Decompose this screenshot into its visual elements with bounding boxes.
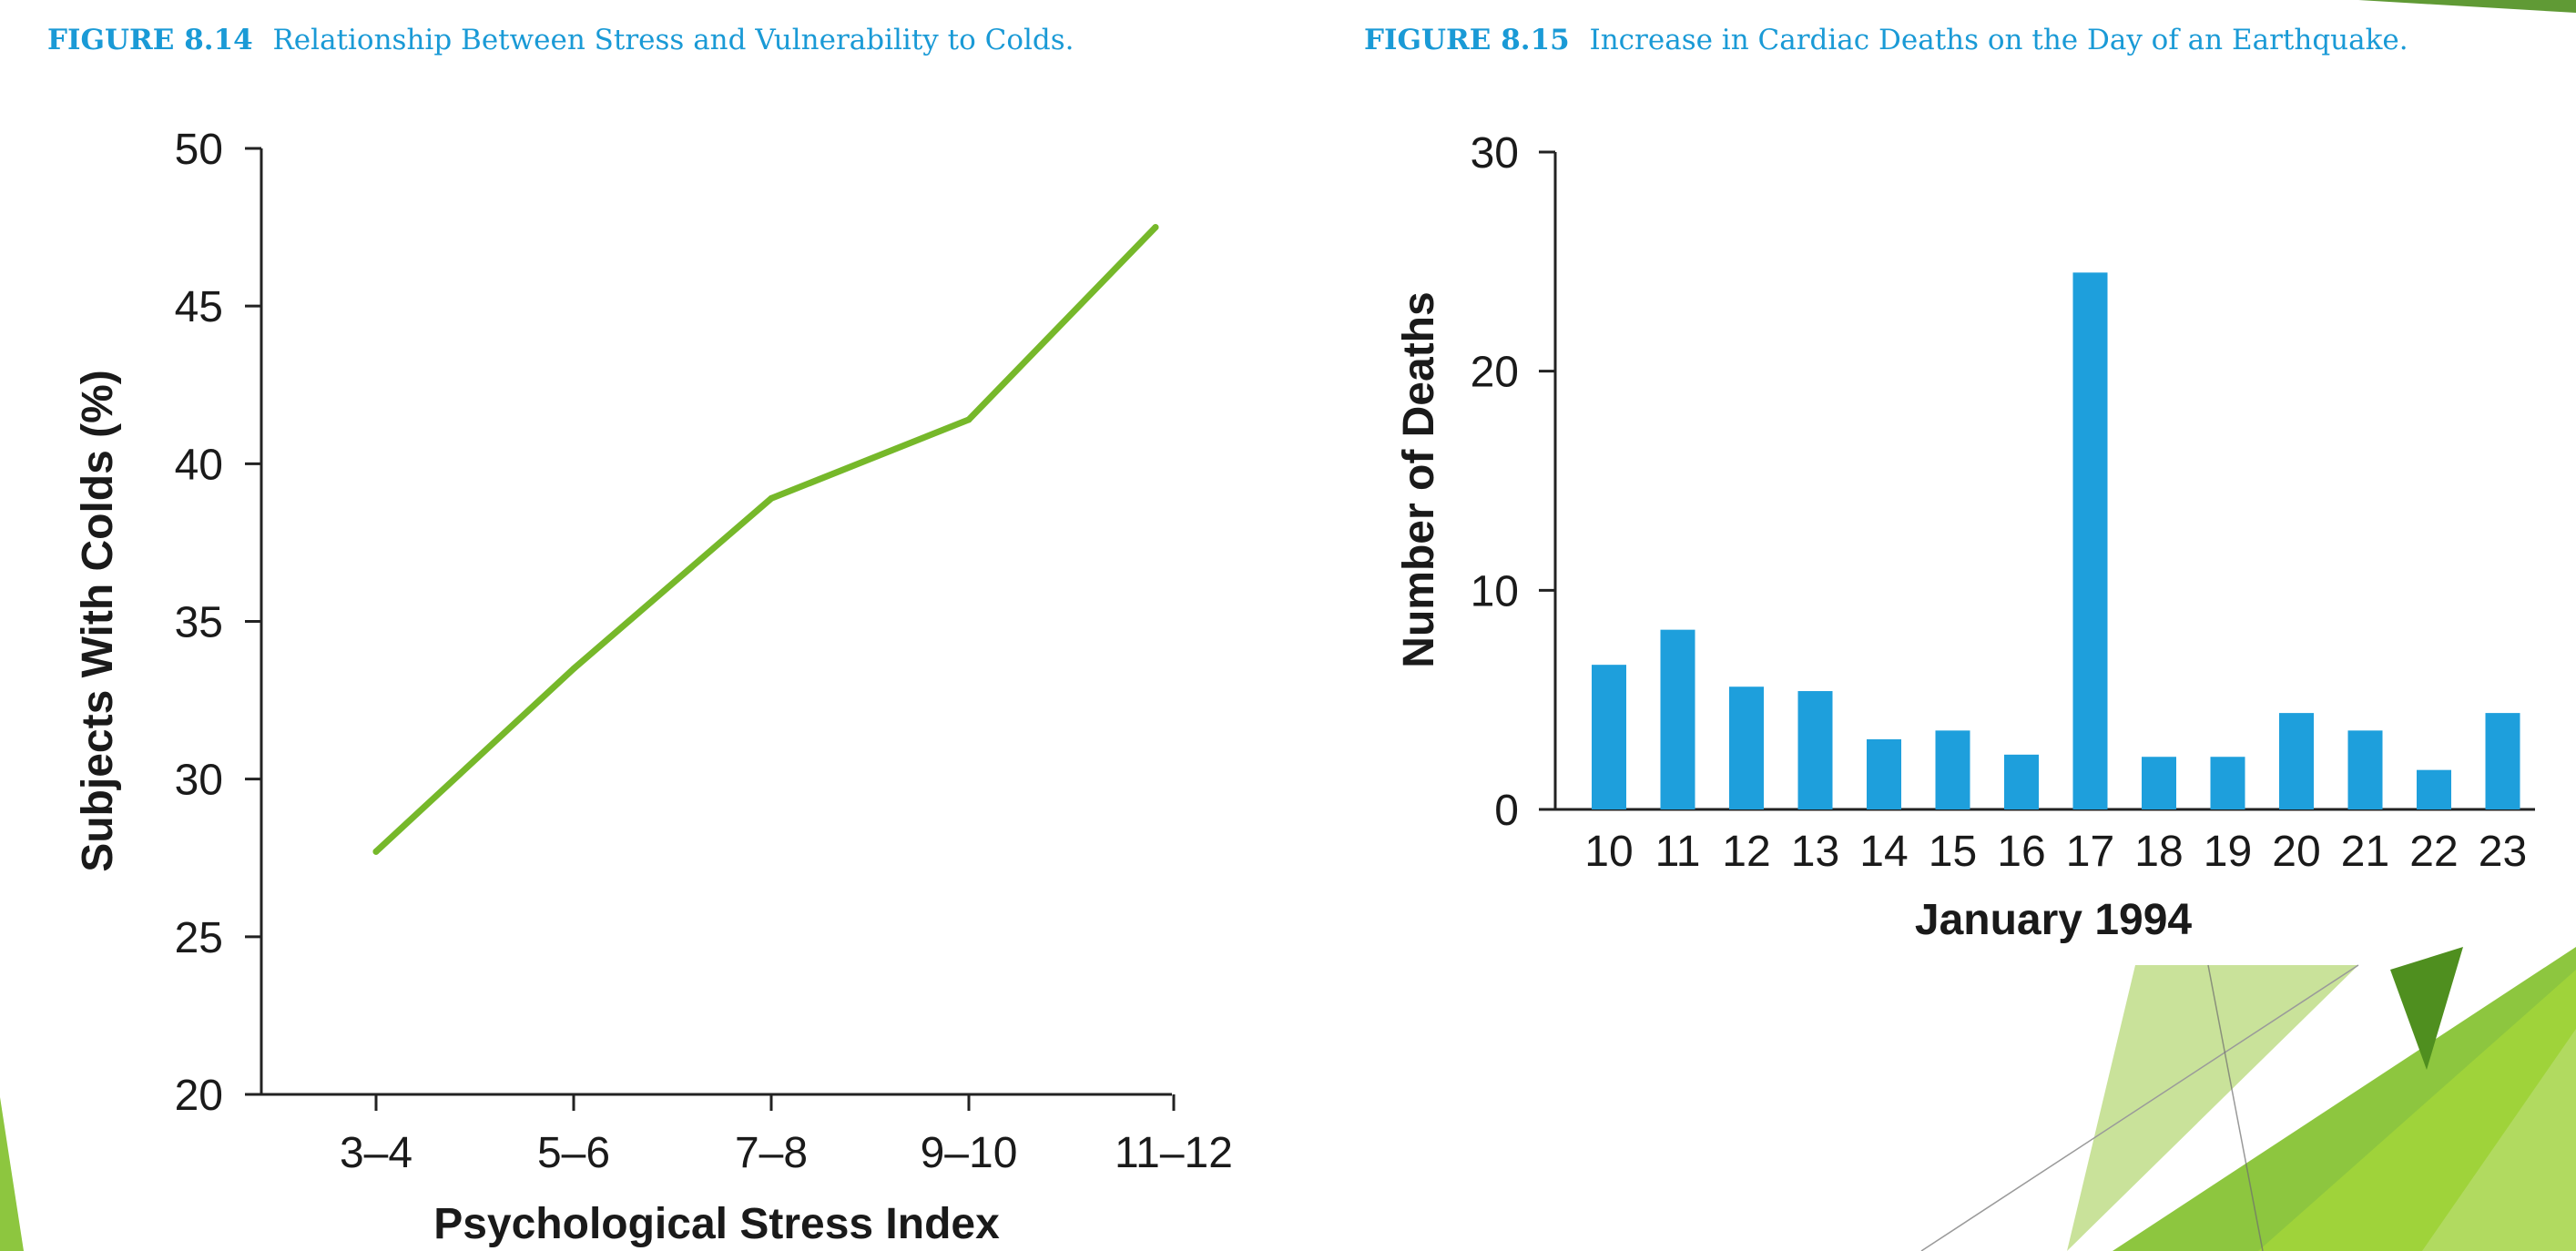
x-tick-label: 21 [2341,828,2389,876]
caption-number: FIGURE 8.15 [1364,24,1570,56]
line-data-point [1152,224,1159,231]
x-tick-label: 14 [1859,828,1908,876]
line-data-point [570,665,577,672]
bar-day-12 [1729,687,1764,809]
y-tick-label: 10 [1471,567,1519,615]
y-axis-title: Number of Deaths [1395,291,1443,667]
y-tick-label: 35 [175,599,223,647]
bar-day-21 [2347,730,2383,809]
line-chart-stress-colds: 20 25 30 35 40 45 50 3–4 5–6 7–8 9–10 11–12 Subjec… [74,126,1233,1248]
y-tick-label: 20 [175,1072,223,1120]
caption-text: Relationship Between Stress and Vulnerab… [272,24,1074,56]
deco-pale-triangle [2422,1029,2576,1251]
deco-dark-triangle [2390,947,2463,1070]
x-tick-label: 22 [2409,828,2458,876]
y-tick-label: 30 [1471,129,1519,178]
x-tick-label: 5–6 [537,1129,610,1177]
deco-thin-line-1 [1920,964,2359,1251]
y-tick-label: 20 [1471,349,1519,397]
x-axis-title: January 1994 [1915,896,2193,944]
line-data-point [965,416,972,423]
caption-text: Increase in Cardiac Deaths on the Day of… [1589,24,2408,56]
y-tick-label: 25 [175,914,223,962]
bar-day-18 [2142,757,2176,809]
y-tick-label: 30 [175,757,223,805]
y-tick-label: 45 [175,283,223,331]
x-tick-label: 15 [1929,828,1977,876]
bar-day-13 [1797,691,1833,809]
bar-day-16 [2004,754,2039,809]
figure-caption-right: FIGURE 8.15 Increase in Cardiac Deaths o… [1364,24,2408,56]
deco-top-right-tab [2358,0,2576,13]
x-tick-label: 19 [2204,828,2252,876]
y-tick-label: 50 [175,126,223,174]
x-tick-label: 18 [2134,828,2183,876]
bar-day-14 [1867,738,1901,809]
x-tick-label: 12 [1722,828,1770,876]
line-data-point [372,848,380,855]
x-tick-label: 17 [2066,828,2114,876]
x-tick-label: 10 [1584,828,1633,876]
x-tick-label: 3–4 [340,1129,412,1177]
y-tick-label: 40 [175,441,223,489]
x-axis-title: Psychological Stress Index [433,1200,1000,1248]
caption-number: FIGURE 8.14 [47,24,253,56]
deco-light-triangle [2067,965,2358,1251]
x-tick-label: 9–10 [921,1129,1018,1177]
x-tick-label: 11–12 [1115,1129,1233,1177]
x-tick-label: 16 [1997,828,2045,876]
x-tick-label: 11 [1655,828,1701,876]
bar-day-19 [2210,757,2245,809]
x-tick-label: 13 [1791,828,1839,876]
deco-thin-line-2 [2207,964,2264,1251]
figure-caption-left: FIGURE 8.14 Relationship Between Stress … [47,24,1074,56]
x-tick-label: 7–8 [735,1129,808,1177]
y-axis-title: Subjects With Colds (%) [74,370,122,872]
bar-day-20 [2279,713,2314,809]
x-tick-label: 23 [2479,828,2527,876]
line-data-point [768,494,775,502]
x-tick-label: 20 [2272,828,2320,876]
deco-left-sliver [0,1097,24,1251]
bar-day-10 [1592,665,1626,809]
y-tick-label: 0 [1494,787,1519,835]
colds-series-line [372,224,1159,855]
bar-chart-cardiac-deaths: 0 10 20 30 10 11 12 13 14 15 16 17 18 19 20 21 22 23 Num… [1395,129,2535,944]
bar-day-17 [2072,272,2108,809]
bar-day-23 [2485,713,2520,809]
bar-day-11 [1660,629,1695,809]
bar-day-15 [1935,730,1970,809]
bar-day-22 [2417,769,2451,809]
